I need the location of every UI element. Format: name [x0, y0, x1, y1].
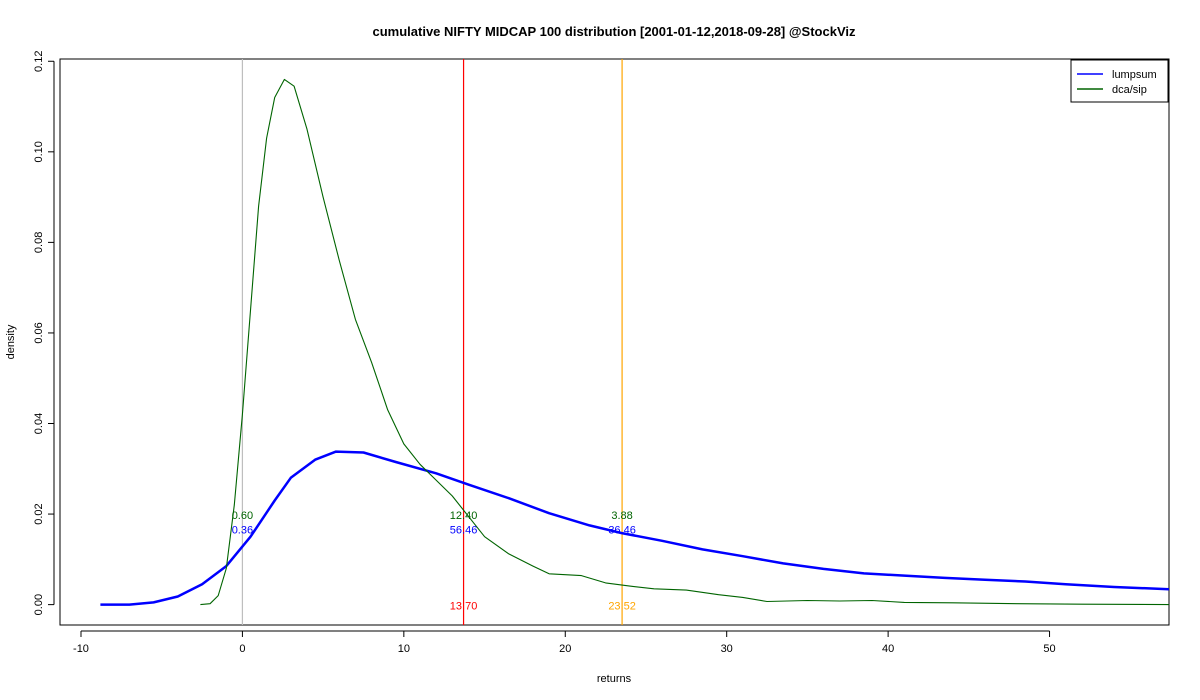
x-tick-label: 50: [1043, 643, 1055, 655]
reference-lines: [241, 59, 623, 625]
y-axis: 0.00 0.02 0.04 0.06 0.08 0.10 0.12: [33, 51, 55, 615]
annotation-label: 56.46: [450, 524, 478, 536]
legend-label-dca-sip: dca/sip: [1112, 84, 1147, 96]
y-tick-label: 0.02: [33, 503, 45, 524]
annotation-label: 0.60: [232, 510, 253, 522]
annotation-label: 3.88: [611, 510, 632, 522]
series-lines: [100, 78, 1170, 606]
y-tick-label: 0.10: [33, 141, 45, 162]
x-tick-label: 40: [882, 643, 894, 655]
legend: lumpsum dca/sip: [1070, 59, 1169, 103]
chart-title: cumulative NIFTY MIDCAP 100 distribution…: [372, 24, 856, 39]
x-tick-label: -10: [73, 643, 89, 655]
annotation-label: 0.36: [232, 524, 253, 536]
y-tick-label: 0.08: [33, 232, 45, 253]
y-tick-label: 0.06: [33, 322, 45, 343]
x-tick-label: 20: [559, 643, 571, 655]
series-line-dca-sip: [200, 78, 1170, 606]
legend-label-lumpsum: lumpsum: [1112, 69, 1157, 81]
x-axis-label: returns: [597, 673, 632, 685]
annotations: 0.60 0.36 12.40 56.46 3.88 36.46 13.70 23.52: [232, 510, 636, 613]
y-tick-label: 0.00: [33, 594, 45, 615]
legend-box: [1070, 59, 1169, 103]
y-axis-label: density: [5, 324, 17, 359]
x-axis: -10 0 10 20 30 40 50: [73, 630, 1056, 655]
annotation-label: 23.52: [608, 601, 636, 613]
annotation-label: 13.70: [450, 601, 478, 613]
x-tick-label: 30: [721, 643, 733, 655]
y-tick-label: 0.04: [33, 413, 45, 434]
y-tick-label: 0.12: [33, 51, 45, 72]
annotation-label: 12.40: [450, 510, 478, 522]
plot-frame: [59, 58, 1170, 626]
x-tick-label: 10: [398, 643, 410, 655]
x-tick-label: 0: [239, 643, 245, 655]
annotation-label: 36.46: [608, 524, 636, 536]
series-line-lumpsum: [100, 450, 1170, 606]
